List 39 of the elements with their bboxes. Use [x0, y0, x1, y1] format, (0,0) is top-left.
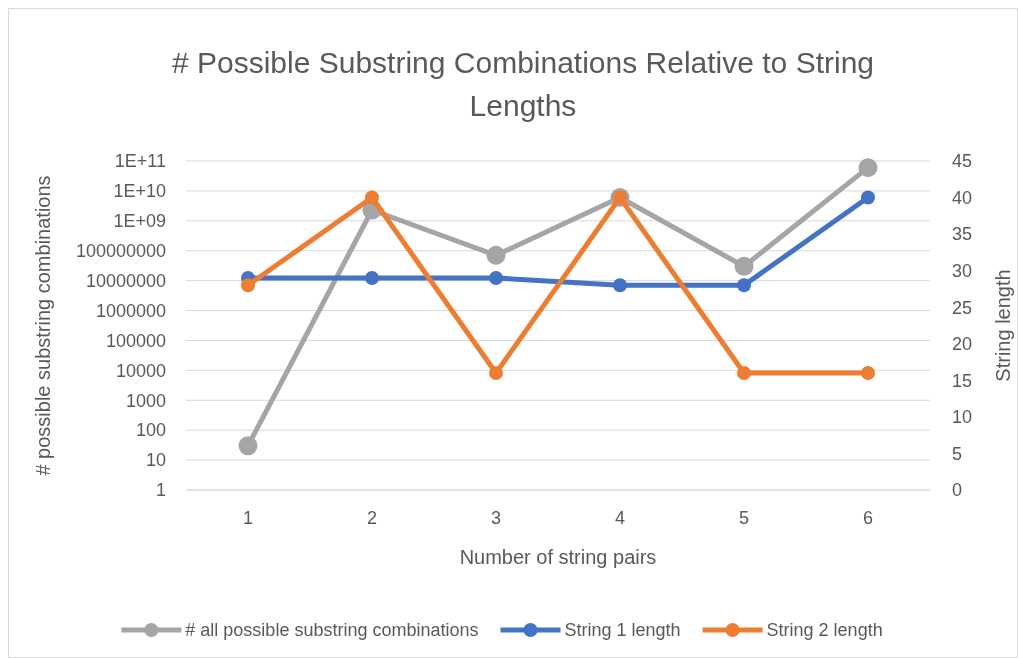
- y-tick-label: 100: [135, 420, 166, 441]
- point: [238, 436, 258, 456]
- y-tick-label: 1000000: [95, 300, 166, 321]
- y2-tick-label: 45: [952, 151, 973, 172]
- y2-tick-label: 15: [952, 370, 973, 391]
- y2-tick-label: 5: [952, 443, 963, 464]
- y2-tick-label: 30: [952, 260, 973, 281]
- chart-title: # Possible Substring Combinations Relative to String Lengths: [171, 46, 875, 122]
- x-tick-label: 2: [366, 508, 378, 528]
- y-tick-label: 1000: [125, 390, 166, 411]
- point: [858, 158, 878, 178]
- x-tick-label: 3: [490, 508, 502, 528]
- y2-axis-title: String length: [992, 269, 1014, 382]
- legend-label: # all possible substring combinations: [185, 620, 479, 641]
- y-tick-label: 10: [145, 450, 166, 471]
- legend-label: String 2 length: [766, 620, 883, 641]
- y-tick-label: 1E+11: [114, 151, 166, 172]
- x-tick-label: 4: [614, 508, 626, 528]
- x-tick-label: 5: [738, 508, 750, 528]
- legend-label: String 1 length: [564, 620, 681, 641]
- y-tick-label: 1: [155, 480, 166, 501]
- x-tick-label: 6: [862, 508, 874, 528]
- y-tick-label: 100000: [105, 330, 166, 351]
- x-axis-title: Number of string pairs: [459, 546, 657, 568]
- y-tick-label: 1E+10: [113, 181, 166, 202]
- point: [734, 256, 754, 276]
- y2-tick-label: 20: [952, 334, 973, 355]
- y-tick-label: 1E+09: [113, 211, 166, 232]
- y-tick-label: 10000000: [85, 270, 166, 291]
- y2-tick-label: 0: [952, 480, 963, 501]
- y-axis-title: # possible substring combinations: [32, 175, 54, 476]
- y2-tick-label: 25: [952, 297, 973, 318]
- y2-tick-label: 35: [952, 224, 973, 245]
- y2-tick-label: 40: [952, 187, 973, 208]
- x-tick-label: 1: [242, 508, 254, 528]
- y-tick-label: 100000000: [75, 241, 166, 262]
- y-tick-label: 10000: [115, 360, 166, 381]
- point: [486, 245, 506, 265]
- y2-tick-label: 10: [952, 407, 973, 428]
